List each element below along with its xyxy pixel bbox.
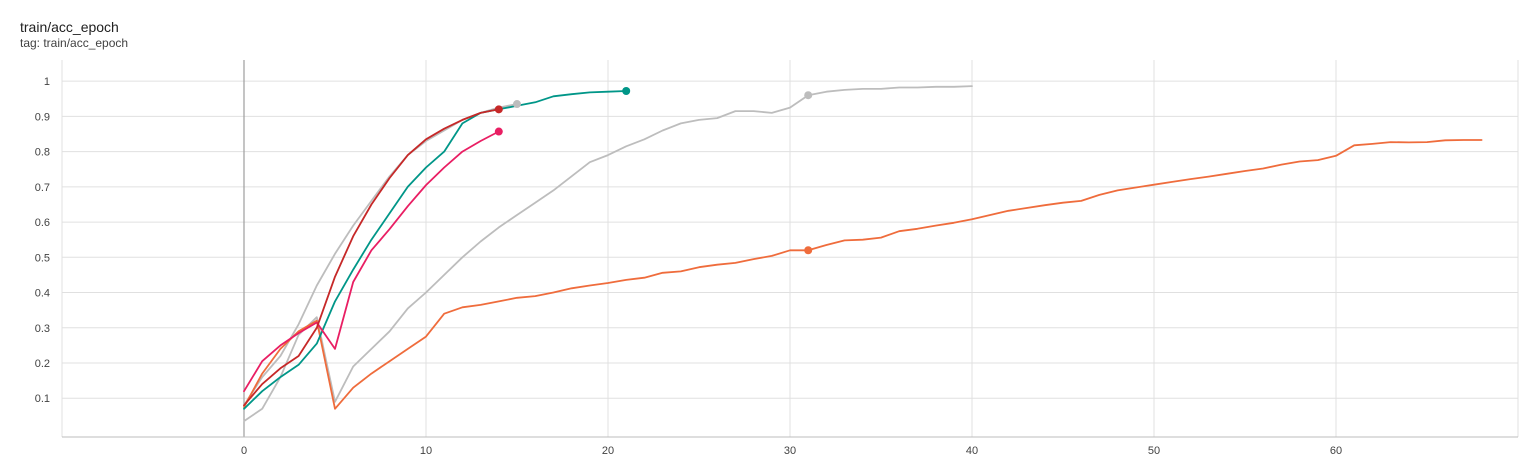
- y-tick-label: 0.7: [35, 182, 50, 194]
- series-line-3: [243, 139, 1483, 410]
- y-tick-label: 0.6: [35, 217, 50, 229]
- tick-label-layer: 0.10.20.30.40.50.60.70.80.910 10 20 30 40 50 6…: [35, 76, 1342, 457]
- chart-tag: tag: train/acc_epoch: [20, 36, 129, 50]
- series-line-2: [243, 85, 973, 422]
- x-tick-label: 50: [1148, 445, 1160, 457]
- y-tick-label: 0.5: [35, 252, 50, 264]
- y-tick-label: 0.2: [35, 358, 50, 370]
- series-line-4: [243, 90, 628, 410]
- x-tick-label: 10: [420, 445, 432, 457]
- x-tick-label: 0: [241, 445, 247, 457]
- series-layer: [243, 85, 1483, 422]
- grid-layer: [62, 60, 1518, 437]
- series-point-marker: [622, 87, 631, 96]
- x-tick-label: 30: [784, 445, 796, 457]
- y-tick-label: 0.9: [35, 111, 50, 123]
- chart-title: train/acc_epoch: [20, 19, 119, 35]
- series-point-marker: [804, 246, 813, 255]
- y-tick-label: 0.3: [35, 323, 50, 335]
- y-tick-label: 0.4: [35, 288, 50, 300]
- marker-layer: [494, 87, 813, 255]
- y-tick-label: 1: [44, 76, 50, 88]
- series-point-marker: [494, 127, 503, 136]
- series-line-6: [243, 108, 500, 407]
- series-point-marker: [804, 91, 813, 100]
- x-tick-label: 40: [966, 445, 978, 457]
- y-tick-label: 0.1: [35, 393, 50, 405]
- series-line-5: [243, 130, 500, 393]
- x-tick-label: 20: [602, 445, 614, 457]
- y-tick-label: 0.8: [35, 147, 50, 159]
- x-tick-label: 60: [1330, 445, 1342, 457]
- series-line-1: [243, 103, 518, 407]
- axis-layer: [61, 60, 1519, 438]
- series-point-marker: [494, 105, 503, 114]
- series-point-marker: [513, 100, 521, 109]
- card-header: train/acc_epoch tag: train/acc_epoch: [20, 18, 128, 50]
